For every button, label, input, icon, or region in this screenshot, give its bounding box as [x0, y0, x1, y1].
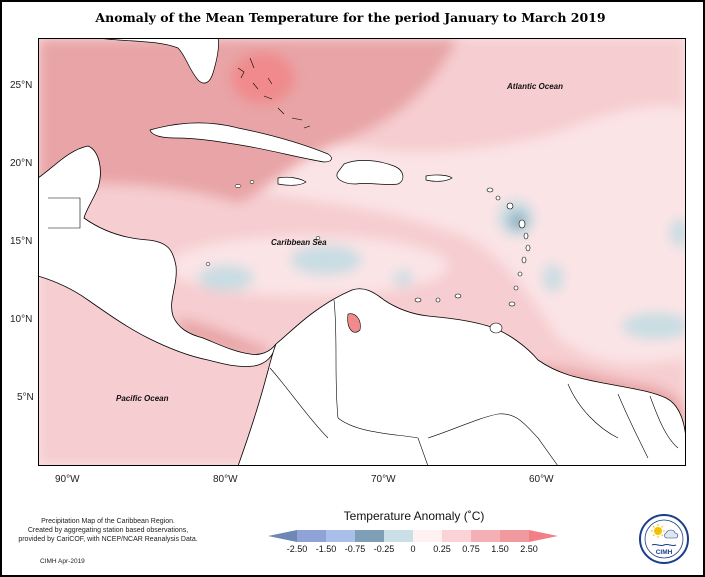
logo-text: CIMH	[656, 549, 673, 556]
land-jamaica	[277, 176, 307, 186]
lon-label-80w: 80°W	[213, 474, 238, 485]
legend-swatch	[297, 530, 326, 542]
legend-tick-label: -0.25	[373, 544, 395, 554]
legend-title: Temperature Anomaly (˚C)	[343, 509, 485, 523]
legend-swatch	[268, 530, 297, 542]
credits-line-2: Created by aggregating station based obs…	[27, 527, 189, 534]
lat-label-15n: 15°N	[10, 236, 33, 247]
wave-icon	[651, 543, 677, 547]
land-bahamas	[237, 57, 311, 129]
land-hispaniola	[336, 160, 404, 185]
legend-tick-label: 2.50	[520, 544, 538, 554]
map-title: Anomaly of the Mean Temperature for the …	[95, 10, 606, 25]
lat-label-10n: 10°N	[10, 314, 33, 325]
land-cuba	[149, 122, 332, 163]
land-puerto-rico	[425, 174, 453, 182]
anomaly-zone-150-bahamas	[231, 52, 295, 104]
legend-tick-label: 0.75	[462, 544, 480, 554]
legend-tick-label: -0.75	[344, 544, 366, 554]
anomaly-zone-cool-3	[393, 270, 413, 286]
legend-swatch	[413, 530, 442, 542]
anomaly-zone-cool-1	[198, 265, 254, 291]
legend-swatch	[326, 530, 355, 542]
label-pacific-ocean: Pacific Ocean	[116, 394, 169, 403]
lat-label-20n: 20°N	[10, 158, 33, 169]
anomaly-zone-075-north	[38, 38, 458, 203]
legend-tick-label: 0.25	[433, 544, 451, 554]
anomaly-zone-075-panama	[178, 318, 268, 358]
lat-label-25n: 25°N	[10, 80, 33, 91]
land-small-islands	[205, 180, 321, 266]
land-lesser-antilles	[414, 187, 531, 334]
legend-tick-label: -2.50	[286, 544, 308, 554]
anomaly-zone-cool-2	[290, 245, 362, 275]
credits-date: CIMH Apr-2019	[40, 558, 85, 565]
sun-icon	[651, 524, 665, 538]
anomaly-map	[38, 38, 686, 466]
label-caribbean-sea: Caribbean Sea	[271, 238, 327, 247]
land-central-america	[38, 145, 277, 367]
land-florida	[97, 38, 219, 84]
label-atlantic-ocean: Atlantic Ocean	[507, 82, 564, 91]
legend-colorbar	[268, 530, 558, 542]
anomaly-zone-cool-4	[543, 264, 563, 292]
lake-maracaibo	[347, 313, 361, 333]
lon-label-70w: 70°W	[371, 474, 396, 485]
land-south-america	[237, 288, 686, 466]
legend-swatch	[384, 530, 413, 542]
legend-swatch	[529, 530, 558, 542]
lat-label-5n: 5°N	[17, 392, 34, 403]
cimh-logo: CIMH	[639, 514, 689, 564]
legend-tick-label: 0	[410, 544, 416, 554]
legend-swatch	[355, 530, 384, 542]
legend-swatch	[442, 530, 471, 542]
borders-south-america	[269, 299, 679, 466]
credits-line-1: Precipitation Map of the Caribbean Regio…	[41, 518, 175, 525]
anomaly-zone-cool-5	[622, 313, 686, 339]
credits-block: Precipitation Map of the Caribbean Regio…	[8, 517, 208, 544]
lon-label-90w: 90°W	[55, 474, 80, 485]
border-guatemala	[48, 197, 81, 229]
credits-line-3: provided by CariCOF, with NCEP/NCAR Rean…	[18, 536, 198, 543]
legend-tick-label: -1.50	[315, 544, 337, 554]
cloud-icon	[664, 529, 679, 539]
legend-tick-label: 1.50	[491, 544, 509, 554]
legend-swatch	[471, 530, 500, 542]
lon-label-60w: 60°W	[529, 474, 554, 485]
anomaly-zone-cool-6	[670, 219, 686, 247]
legend-swatch	[500, 530, 529, 542]
